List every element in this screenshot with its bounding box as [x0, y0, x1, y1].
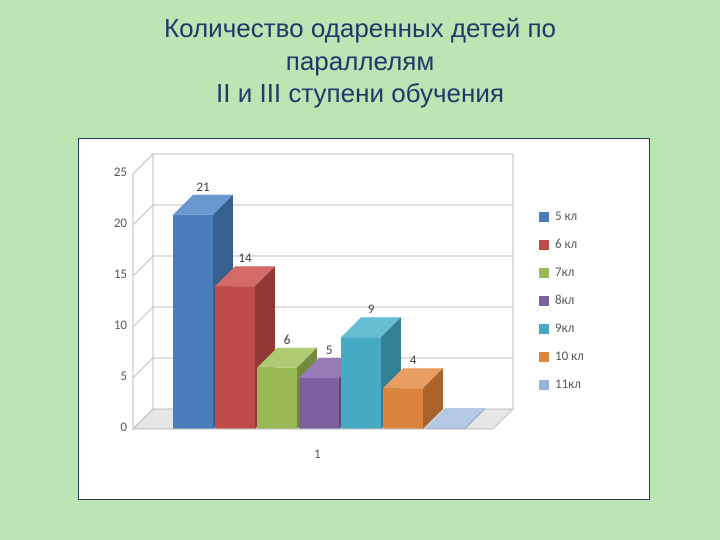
legend-swatch: [539, 240, 549, 250]
y-tick-label: 15: [114, 267, 127, 282]
legend-item: 7кл: [539, 265, 574, 280]
legend-item: 6 кл: [539, 237, 577, 252]
legend-label: 11кл: [555, 377, 581, 392]
chart-frame: 21 14 6 5 9 4 0 5 10 15 20 25 1 5 кл 6 кл 7кл 8кл 9кл 10 к…: [78, 138, 650, 500]
bar-2: [257, 368, 297, 429]
svg-text:5: 5: [326, 343, 333, 358]
legend-item: 11кл: [539, 377, 581, 392]
slide: Количество одаренных детей по параллелям…: [0, 0, 720, 540]
legend-label: 5 кл: [555, 209, 577, 224]
y-tick-label: 20: [114, 216, 127, 231]
title-line-1: Количество одаренных детей по: [164, 13, 556, 43]
y-tick-label: 0: [120, 420, 127, 435]
chart-plot: 21 14 6 5 9 4: [79, 139, 649, 499]
legend-item: 5 кл: [539, 209, 577, 224]
page-title: Количество одаренных детей по параллелям…: [0, 12, 720, 110]
title-line-3: II и III ступени обучения: [216, 78, 504, 108]
svg-text:4: 4: [410, 353, 417, 368]
legend-swatch: [539, 380, 549, 390]
legend-swatch: [539, 324, 549, 334]
x-category-label: 1: [314, 447, 321, 462]
legend-label: 10 кл: [555, 349, 584, 364]
legend-item: 8кл: [539, 293, 574, 308]
legend-label: 8кл: [555, 293, 574, 308]
legend-label: 7кл: [555, 265, 574, 280]
legend-swatch: [539, 212, 549, 222]
y-tick-label: 5: [120, 369, 127, 384]
legend-swatch: [539, 268, 549, 278]
y-tick-label: 10: [114, 318, 127, 333]
svg-text:21: 21: [196, 180, 209, 195]
svg-text:9: 9: [368, 302, 375, 317]
legend-item: 10 кл: [539, 349, 584, 364]
bar-3: [299, 378, 339, 429]
svg-text:6: 6: [284, 333, 291, 348]
legend-swatch: [539, 352, 549, 362]
legend-label: 9кл: [555, 321, 574, 336]
bar-1: [215, 286, 255, 429]
legend-label: 6 кл: [555, 237, 577, 252]
svg-text:14: 14: [238, 251, 252, 266]
title-line-2: параллелям: [286, 46, 435, 76]
bar-0: [173, 215, 213, 429]
y-tick-label: 25: [114, 165, 127, 180]
legend-swatch: [539, 296, 549, 306]
bar-5: [383, 388, 423, 429]
legend-item: 9кл: [539, 321, 574, 336]
bar-4: [341, 337, 381, 429]
